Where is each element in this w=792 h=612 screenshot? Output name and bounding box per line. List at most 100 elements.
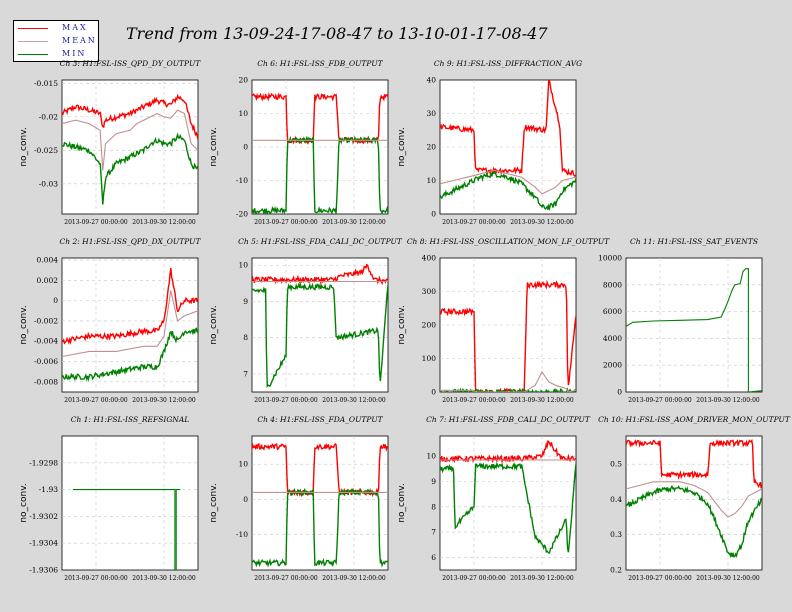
y-tick-label: 0.5 <box>610 460 622 469</box>
legend-label-min: MIN <box>62 49 87 58</box>
y-axis-label: no_conv. <box>397 127 407 166</box>
series-line-min <box>440 461 576 554</box>
legend: MAX MEAN MIN <box>13 20 99 62</box>
x-tick-label: 2013-09-27 00:00:00 <box>64 219 128 226</box>
y-tick-label: 7 <box>431 528 436 537</box>
series-group <box>62 93 198 205</box>
y-tick-label: -0.006 <box>34 357 58 366</box>
legend-swatch-mean <box>18 41 48 42</box>
y-tick-label: -10 <box>236 176 248 185</box>
page-title: Trend from 13-09-24-17-08-47 to 13-10-01… <box>126 24 548 43</box>
series-line-max <box>62 268 198 346</box>
series-group <box>252 263 388 389</box>
legend-label-mean: MEAN <box>62 36 97 45</box>
panel-title: Ch 8: H1:FSL-ISS_OSCILLATION_MON_LF_OUTP… <box>407 237 610 246</box>
y-tick-label: 30 <box>426 109 436 118</box>
series-group <box>440 439 576 554</box>
x-tick-label: 2013-09-27 00:00:00 <box>628 397 692 404</box>
series-group <box>252 91 388 214</box>
x-tick-label: 2013-09-27 00:00:00 <box>442 219 506 226</box>
series-line-max <box>440 439 576 464</box>
series-line-min <box>252 135 388 214</box>
y-tick-label: 10 <box>426 452 436 461</box>
y-tick-label: 0 <box>243 143 248 152</box>
y-tick-label: 0 <box>617 388 622 397</box>
series-line-mean <box>62 109 198 171</box>
chart-panel-11: 0.5 0.4 0.3 0.2 2013-09-27 00:00:00 2013-09-3… <box>598 415 791 582</box>
panel-title: Ch 11: H1:FSL-ISS_SAT_EVENTS <box>630 237 758 246</box>
x-tick-label: 2013-09-30 12:00:00 <box>322 575 386 582</box>
y-tick-label: 20 <box>426 143 436 152</box>
y-axis-label: no_conv. <box>397 483 407 522</box>
chart-panel-3: 40 30 20 10 0 2013-09-27 00:00:00 2013-09-30 1… <box>397 59 582 226</box>
y-tick-label: 0.2 <box>610 566 622 575</box>
y-tick-label: 0 <box>53 296 58 305</box>
chart-panel-6: 400 300 200 100 0 2013-09-27 00:00:00 2013-09-… <box>397 237 610 404</box>
x-tick-label: 2013-09-27 00:00:00 <box>254 397 318 404</box>
y-tick-label: 0.004 <box>37 256 59 265</box>
chart-panel-7: 10000 8000 6000 4000 2000 0 2013-09-27 00:00:0… <box>598 237 763 404</box>
chart-panel-1: -0.015 -0.02 -0.025 -0.03 2013-09-27 00:00:0… <box>19 59 201 226</box>
series-line-min <box>62 327 198 383</box>
series-group <box>440 80 576 212</box>
y-tick-label: 0 <box>243 495 248 504</box>
series-group <box>252 442 388 568</box>
y-tick-label: 4000 <box>603 334 622 343</box>
series-line-max <box>626 438 762 489</box>
y-axis-label: no_conv. <box>209 483 219 522</box>
y-tick-label: 6 <box>431 553 436 562</box>
x-tick-label: 2013-09-27 00:00:00 <box>64 397 128 404</box>
panel-title: Ch 1: H1:FSL-ISS_REFSIGNAL <box>71 415 190 424</box>
legend-item-min: MIN <box>18 48 98 60</box>
y-tick-label: 200 <box>422 321 437 330</box>
y-tick-label: -0.008 <box>34 377 58 386</box>
y-tick-label: -1.93 <box>39 485 58 494</box>
chart-panel-8: -1.9298 -1.93 -1.9302 -1.9304 -1.9306 2013-09… <box>19 415 199 582</box>
y-tick-label: 9 <box>243 297 248 306</box>
x-tick-label: 2013-09-30 12:00:00 <box>696 397 760 404</box>
y-tick-label: 6000 <box>603 307 622 316</box>
y-tick-label: -10 <box>236 530 248 539</box>
y-tick-label: 100 <box>422 354 437 363</box>
y-axis-label: no_conv. <box>19 483 29 522</box>
plot-area <box>61 257 199 393</box>
panel-title: Ch 5: H1:FSL-ISS_FDA_CALI_DC_OUTPUT <box>238 237 403 246</box>
x-tick-label: 2013-09-27 00:00:00 <box>254 575 318 582</box>
series-line-mean <box>626 481 762 518</box>
panel-title: Ch 7: H1:FSL-ISS_FDB_CALI_DC_OUTPUT <box>426 415 591 424</box>
panel-title: Ch 4: H1:FSL-ISS_FDA_OUTPUT <box>257 415 383 424</box>
series-line-max <box>440 80 576 177</box>
series-group <box>440 279 576 392</box>
x-tick-label: 2013-09-30 12:00:00 <box>510 219 574 226</box>
y-tick-label: -0.015 <box>34 79 58 88</box>
x-tick-label: 2013-09-27 00:00:00 <box>628 575 692 582</box>
y-tick-label: 400 <box>422 254 437 263</box>
y-tick-label: 300 <box>422 287 437 296</box>
y-tick-label: -1.9306 <box>29 566 58 575</box>
y-axis-label: no_conv. <box>19 127 29 166</box>
y-tick-label: -0.002 <box>34 316 58 325</box>
y-tick-label: 8 <box>431 502 436 511</box>
panel-title: Ch 9: H1:FSL-ISS_DIFFRACTION_AVG <box>434 59 582 68</box>
series-line-min <box>440 170 576 212</box>
y-tick-label: 0.4 <box>610 495 622 504</box>
x-tick-label: 2013-09-27 00:00:00 <box>254 219 318 226</box>
series-line-min <box>72 489 181 570</box>
plot-area <box>251 435 389 571</box>
chart-panel-5: 10 9 8 7 2013-09-27 00:00:00 2013-09-30 12:00… <box>209 237 403 404</box>
series-group <box>626 438 762 559</box>
series-line-min <box>626 484 762 559</box>
series-line-min <box>626 268 762 392</box>
y-axis-label: no_conv. <box>19 305 29 344</box>
plot-area <box>625 435 763 571</box>
y-tick-label: -1.9298 <box>29 458 58 467</box>
y-tick-label: 20 <box>238 76 248 85</box>
series-line-max <box>252 263 388 286</box>
y-tick-label: 10 <box>238 261 248 270</box>
series-line-min <box>62 132 198 205</box>
y-tick-label: 10 <box>238 460 248 469</box>
y-tick-label: 8000 <box>603 280 622 289</box>
y-tick-label: 10000 <box>598 254 622 263</box>
y-tick-label: 40 <box>426 76 436 85</box>
legend-swatch-min <box>18 54 48 55</box>
